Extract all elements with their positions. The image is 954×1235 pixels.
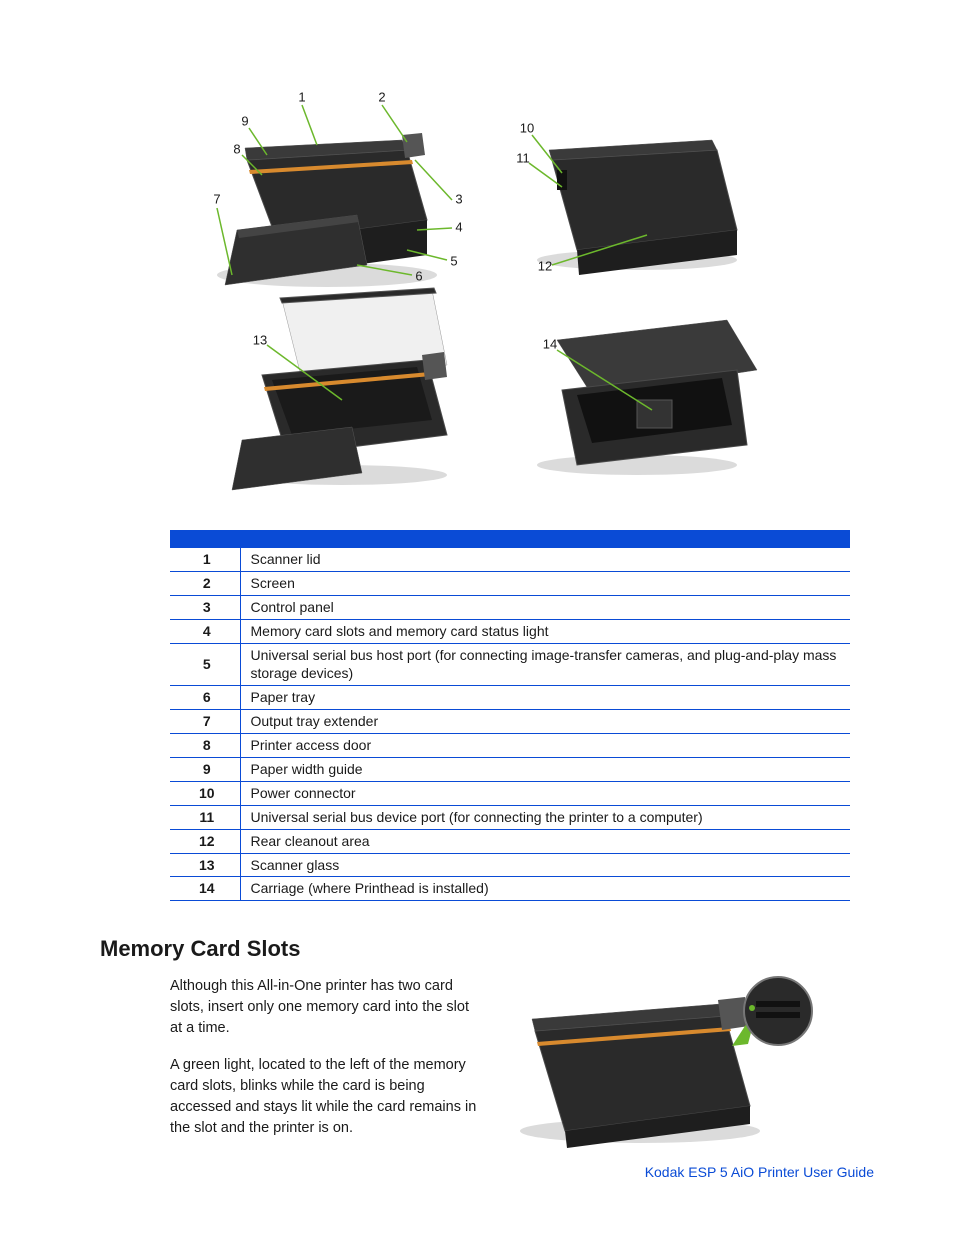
table-row: 12Rear cleanout area (170, 829, 850, 853)
part-description: Rear cleanout area (240, 829, 850, 853)
part-description: Scanner lid (240, 548, 850, 571)
table-row: 6Paper tray (170, 686, 850, 710)
table-row: 8Printer access door (170, 734, 850, 758)
table-row: 5Universal serial bus host port (for con… (170, 643, 850, 686)
section-paragraph-2: A green light, located to the left of th… (170, 1055, 480, 1139)
part-description: Universal serial bus host port (for conn… (240, 643, 850, 686)
part-description: Output tray extender (240, 710, 850, 734)
part-description: Paper tray (240, 686, 850, 710)
table-row: 9Paper width guide (170, 758, 850, 782)
part-number: 9 (170, 758, 240, 782)
callout-5: 5 (450, 253, 457, 268)
memory-card-illustration (500, 976, 884, 1161)
part-number: 1 (170, 548, 240, 571)
part-number: 8 (170, 734, 240, 758)
callout-14: 14 (543, 336, 557, 351)
table-row: 11Universal serial bus device port (for … (170, 805, 850, 829)
part-number: 14 (170, 877, 240, 901)
table-row: 7Output tray extender (170, 710, 850, 734)
callout-4: 4 (455, 219, 462, 234)
part-number: 13 (170, 853, 240, 877)
part-number: 3 (170, 595, 240, 619)
part-number: 12 (170, 829, 240, 853)
section-heading: Memory Card Slots (100, 936, 884, 962)
callout-10: 10 (520, 120, 534, 135)
part-description: Screen (240, 571, 850, 595)
part-number: 4 (170, 619, 240, 643)
part-number: 6 (170, 686, 240, 710)
part-description: Printer access door (240, 734, 850, 758)
callout-8: 8 (233, 141, 240, 156)
callout-11: 11 (516, 150, 530, 165)
part-description: Scanner glass (240, 853, 850, 877)
table-row: 1Scanner lid (170, 548, 850, 571)
callout-6: 6 (415, 268, 422, 283)
part-description: Memory card slots and memory card status… (240, 619, 850, 643)
part-description: Power connector (240, 781, 850, 805)
table-row: 2Screen (170, 571, 850, 595)
callout-2: 2 (378, 89, 385, 104)
printer-view-front: 1 2 3 4 5 6 7 8 9 (213, 89, 462, 287)
table-header-bar (170, 530, 850, 548)
callout-12: 12 (538, 258, 552, 273)
table-row: 10Power connector (170, 781, 850, 805)
part-description: Universal serial bus device port (for co… (240, 805, 850, 829)
parts-table: 1Scanner lid2Screen3Control panel4Memory… (170, 530, 850, 901)
callout-7: 7 (213, 191, 220, 206)
callout-13: 13 (253, 332, 267, 347)
section-body: Although this All-in-One printer has two… (170, 976, 480, 1155)
section-paragraph-1: Although this All-in-One printer has two… (170, 976, 480, 1039)
printer-view-rear: 10 11 12 (516, 120, 737, 275)
table-row: 14Carriage (where Printhead is installed… (170, 877, 850, 901)
part-number: 10 (170, 781, 240, 805)
table-row: 13Scanner glass (170, 853, 850, 877)
part-description: Paper width guide (240, 758, 850, 782)
printer-view-scanner: 13 (232, 288, 447, 490)
table-row: 4Memory card slots and memory card statu… (170, 619, 850, 643)
table-row: 3Control panel (170, 595, 850, 619)
part-number: 7 (170, 710, 240, 734)
parts-diagram: 1 2 3 4 5 6 7 8 9 (167, 80, 787, 500)
callout-9: 9 (241, 113, 248, 128)
part-number: 5 (170, 643, 240, 686)
footer-guide-title: Kodak ESP 5 AiO Printer User Guide (645, 1164, 874, 1180)
part-description: Carriage (where Printhead is installed) (240, 877, 850, 901)
part-description: Control panel (240, 595, 850, 619)
printer-view-carriage: 14 (537, 320, 757, 475)
callout-1: 1 (298, 89, 305, 104)
part-number: 11 (170, 805, 240, 829)
callout-3: 3 (455, 191, 462, 206)
part-number: 2 (170, 571, 240, 595)
